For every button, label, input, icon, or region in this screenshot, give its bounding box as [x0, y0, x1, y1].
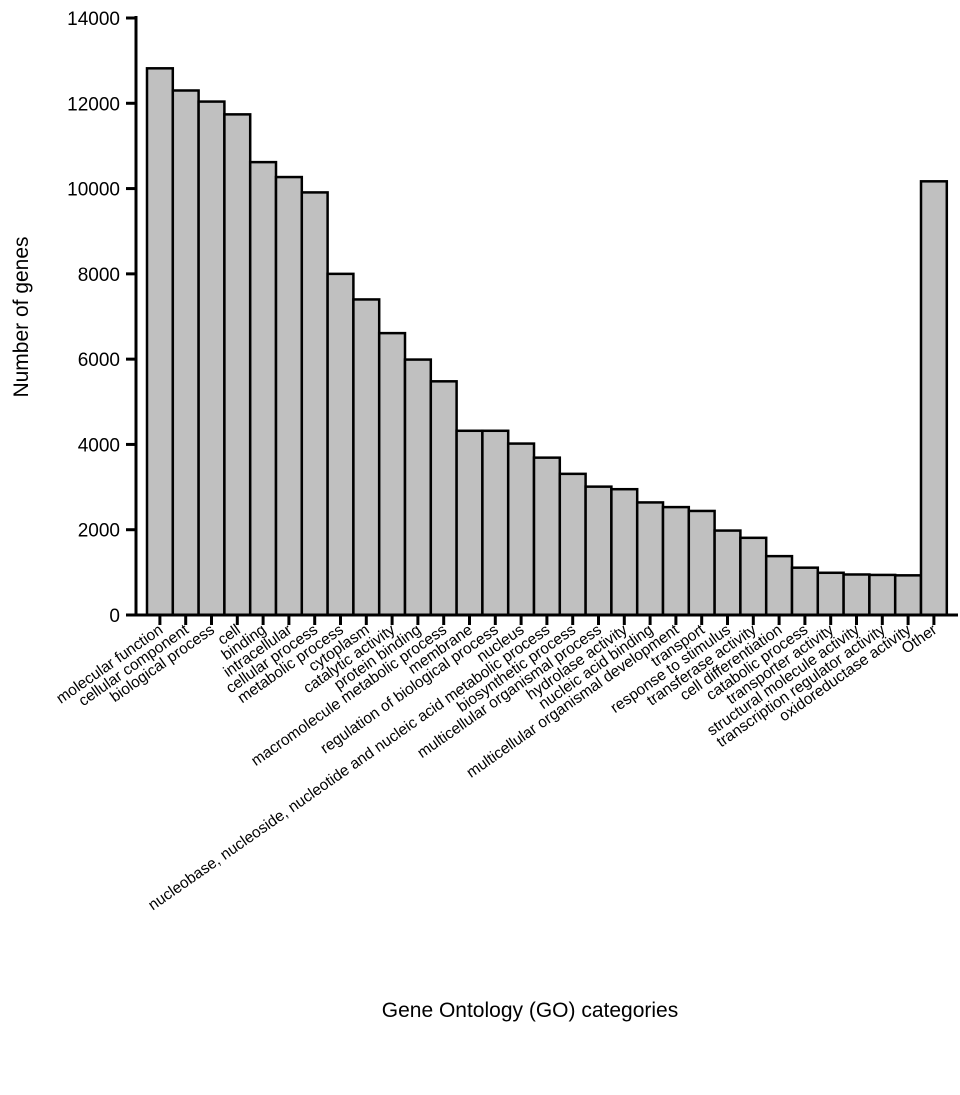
bar-28: [868, 573, 897, 617]
bar-4: [248, 160, 278, 617]
bar-27: [842, 573, 871, 617]
bar-18: [610, 487, 639, 617]
bar-23: [739, 536, 768, 617]
bar-17: [584, 485, 613, 617]
y-tick-label-0: 0: [109, 606, 120, 627]
bar-8: [352, 298, 381, 617]
y-tick-label-7: 14000: [67, 9, 120, 30]
bar-2: [197, 100, 226, 617]
bar-22: [713, 529, 742, 617]
bar-9: [377, 331, 407, 617]
bar-24: [764, 554, 794, 617]
bar-0: [145, 67, 175, 617]
bar-1: [171, 89, 200, 617]
bar-29: [893, 574, 923, 617]
bar-5: [274, 175, 304, 617]
x-axis-title: Gene Ontology (GO) categories: [382, 999, 678, 1022]
y-tick-label-6: 12000: [67, 94, 120, 115]
bar-19: [635, 501, 665, 617]
bar-15: [532, 456, 562, 617]
bar-21: [687, 509, 716, 617]
y-tick-label-1: 2000: [78, 521, 120, 542]
y-tick-label-2: 4000: [78, 435, 120, 456]
bar-7: [326, 272, 355, 617]
bar-14: [506, 442, 536, 617]
y-tick-label-3: 6000: [78, 350, 120, 371]
bars-layer: [145, 67, 949, 617]
bar-30: [919, 180, 949, 617]
bar-12: [455, 429, 484, 617]
y-tick-label-4: 8000: [78, 265, 120, 286]
bar-25: [790, 566, 820, 617]
bar-20: [661, 505, 691, 617]
bar-11: [429, 380, 458, 617]
bar-26: [816, 571, 845, 617]
y-axis-title: Number of genes: [10, 236, 33, 397]
bar-16: [558, 472, 587, 617]
bar-3: [223, 113, 252, 617]
bar-13: [481, 429, 510, 617]
y-ticks-layer: 0 2000 4000 6000 8000 10000 12000 14000: [67, 9, 136, 627]
bar-6: [300, 191, 329, 617]
y-tick-label-5: 10000: [67, 180, 120, 201]
bar-10: [403, 358, 433, 617]
